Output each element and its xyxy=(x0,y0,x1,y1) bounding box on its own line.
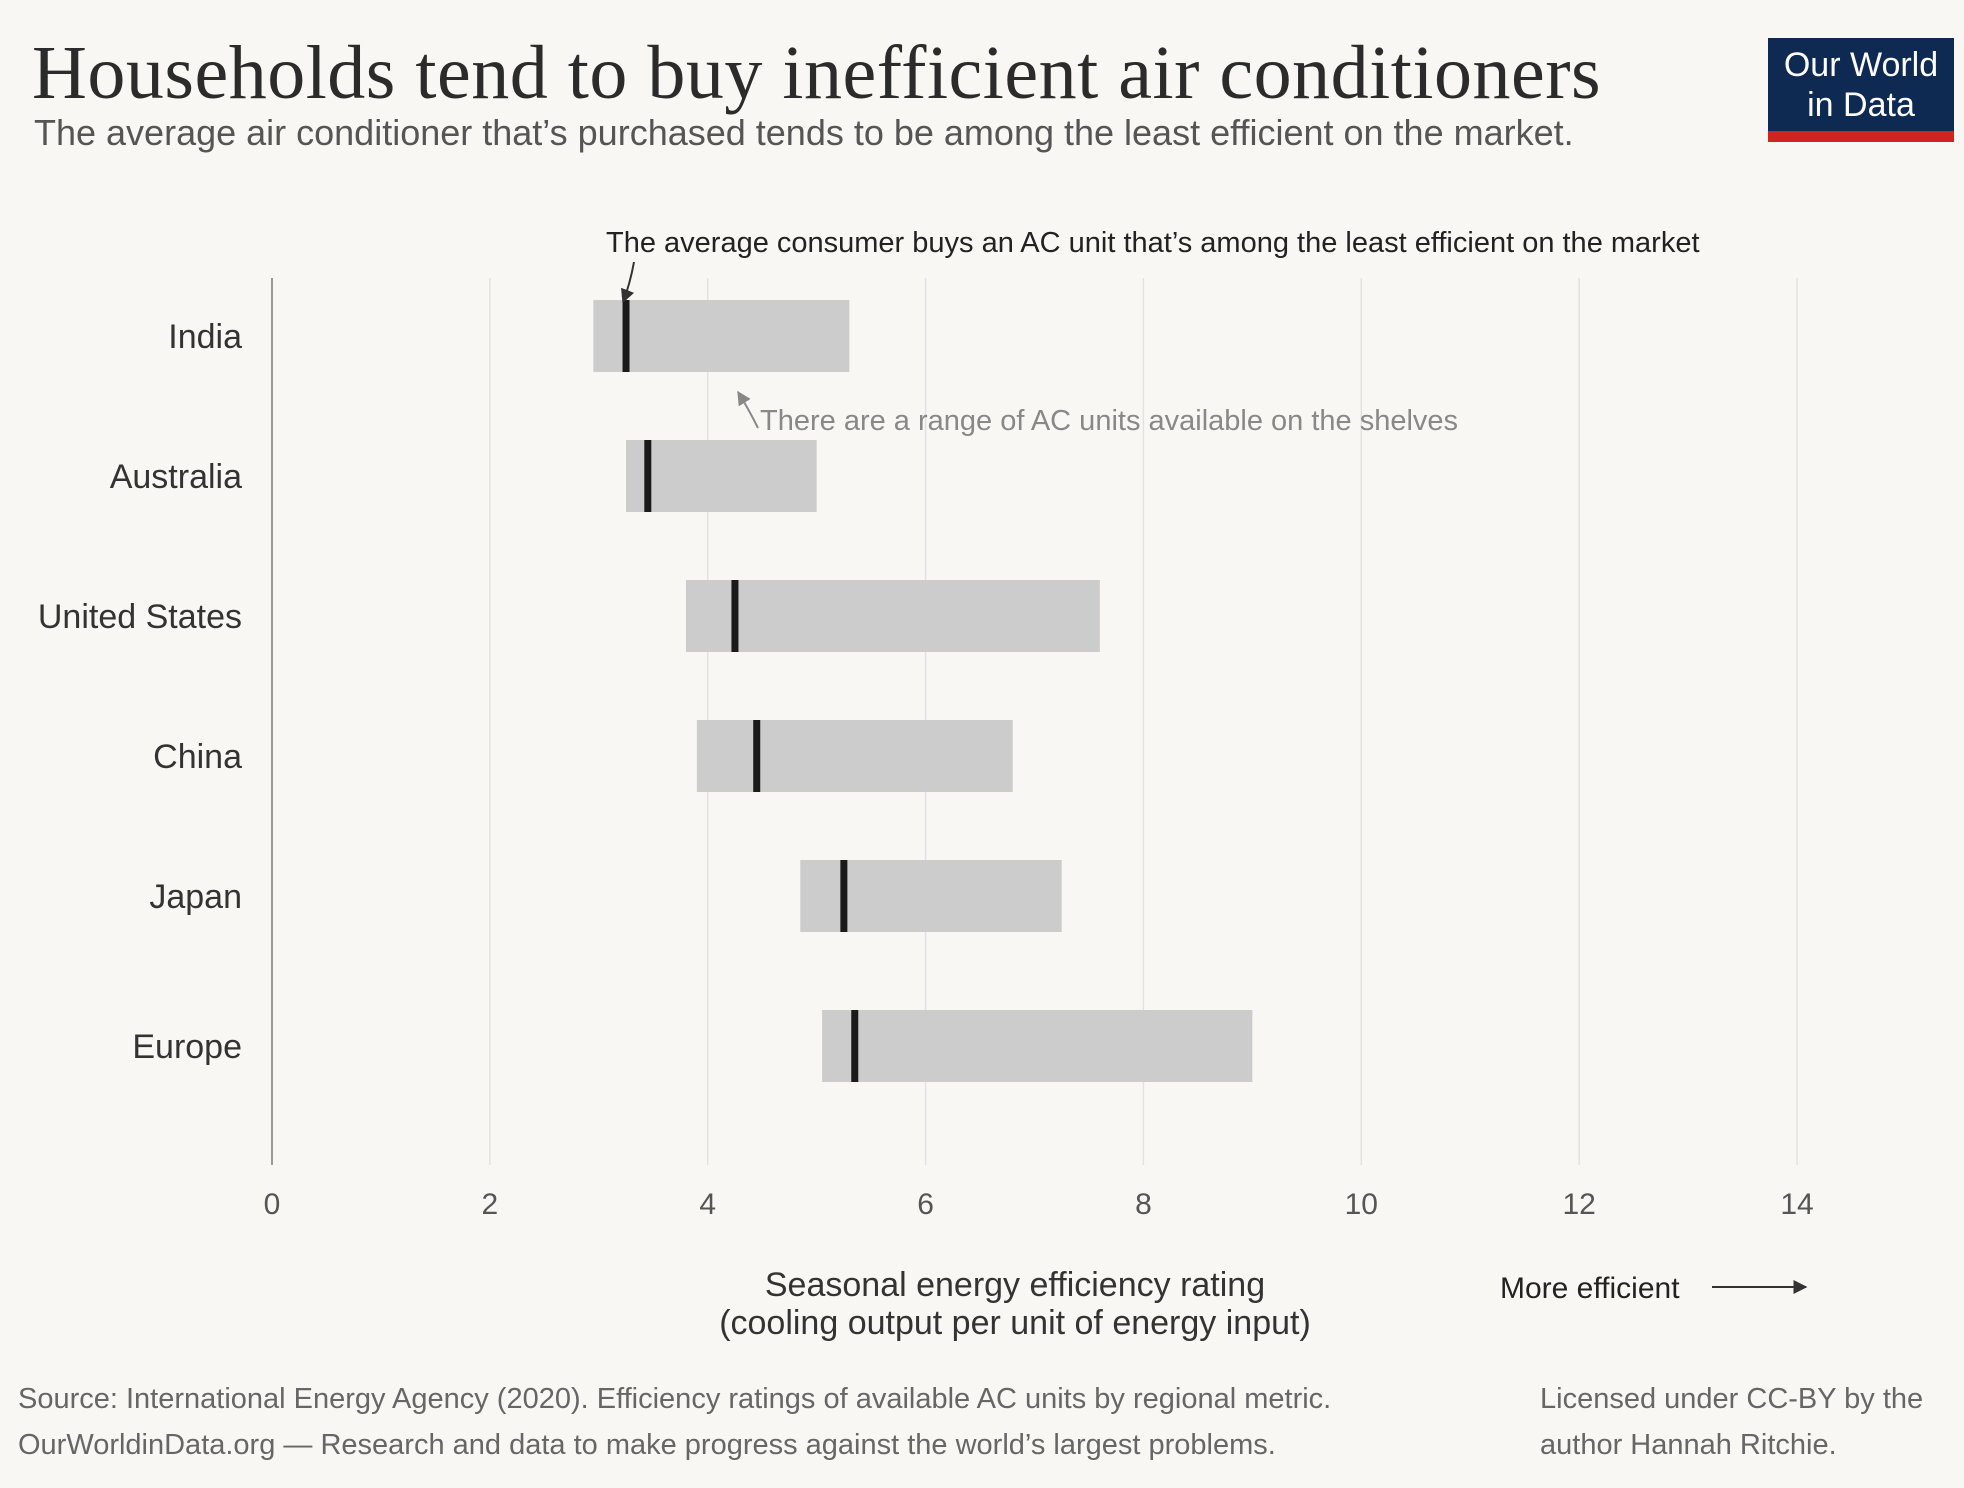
footer-license: Licensed under CC-BY by the author Hanna… xyxy=(1540,1376,1923,1468)
x-tick-label: 14 xyxy=(1780,1188,1813,1221)
range-bar[interactable] xyxy=(822,1010,1253,1082)
average-marker[interactable] xyxy=(851,1010,859,1082)
source-text: Source: International Energy Agency (202… xyxy=(18,1383,1332,1415)
range-bar[interactable] xyxy=(593,300,850,372)
range-bar[interactable] xyxy=(800,860,1062,932)
range-annotation: There are a range of AC units available … xyxy=(760,405,1458,437)
average-marker[interactable] xyxy=(622,300,630,372)
average-marker[interactable] xyxy=(644,440,652,512)
license-line-1[interactable]: Licensed under CC-BY by the xyxy=(1540,1383,1924,1415)
x-tick-label: 8 xyxy=(1135,1188,1152,1221)
x-tick-label: 6 xyxy=(917,1188,934,1221)
category-label: Europe xyxy=(132,1028,242,1066)
chart-subtitle: The average air conditioner that’s purch… xyxy=(34,112,1574,153)
x-tick-label: 12 xyxy=(1562,1188,1595,1221)
x-tick-label: 10 xyxy=(1345,1188,1378,1221)
logo-line-2: in Data xyxy=(1807,85,1915,124)
average-annotation: The average consumer buys an AC unit tha… xyxy=(606,227,1700,259)
more-efficient-label: More efficient xyxy=(1500,1272,1680,1305)
site-text[interactable]: OurWorldinData.org — Research and data t… xyxy=(18,1429,1276,1461)
category-label: China xyxy=(153,738,242,776)
range-bar[interactable] xyxy=(626,440,817,512)
average-marker[interactable] xyxy=(840,860,848,932)
average-annotation-arrow xyxy=(621,261,635,304)
license-line-2: author Hannah Ritchie. xyxy=(1540,1429,1837,1461)
average-marker[interactable] xyxy=(731,580,739,652)
range-chart: 0 2 4 6 8 10 12 14 India Australia United States Ch… xyxy=(38,227,1814,1342)
range-bar[interactable] xyxy=(696,720,1013,792)
category-label: Japan xyxy=(149,878,242,916)
category-label: Australia xyxy=(110,458,242,496)
x-tick-label: 0 xyxy=(264,1188,281,1221)
category-label: India xyxy=(168,318,242,356)
chart-title: Households tend to buy inefficient air c… xyxy=(32,31,1602,115)
owid-logo[interactable]: Our World in Data xyxy=(1768,38,1954,142)
x-axis-title-line-1: Seasonal energy efficiency rating xyxy=(765,1266,1265,1304)
x-axis-title-line-2: (cooling output per unit of energy input… xyxy=(719,1304,1311,1342)
range-bar[interactable] xyxy=(685,580,1100,652)
x-tick-label: 2 xyxy=(482,1188,499,1221)
category-label: United States xyxy=(38,598,242,636)
range-annotation-arrow xyxy=(737,390,759,429)
average-marker[interactable] xyxy=(753,720,761,792)
logo-line-1: Our World xyxy=(1783,45,1939,84)
x-tick-label: 4 xyxy=(699,1188,716,1221)
footer-source: Source: International Energy Agency (202… xyxy=(18,1376,1331,1468)
